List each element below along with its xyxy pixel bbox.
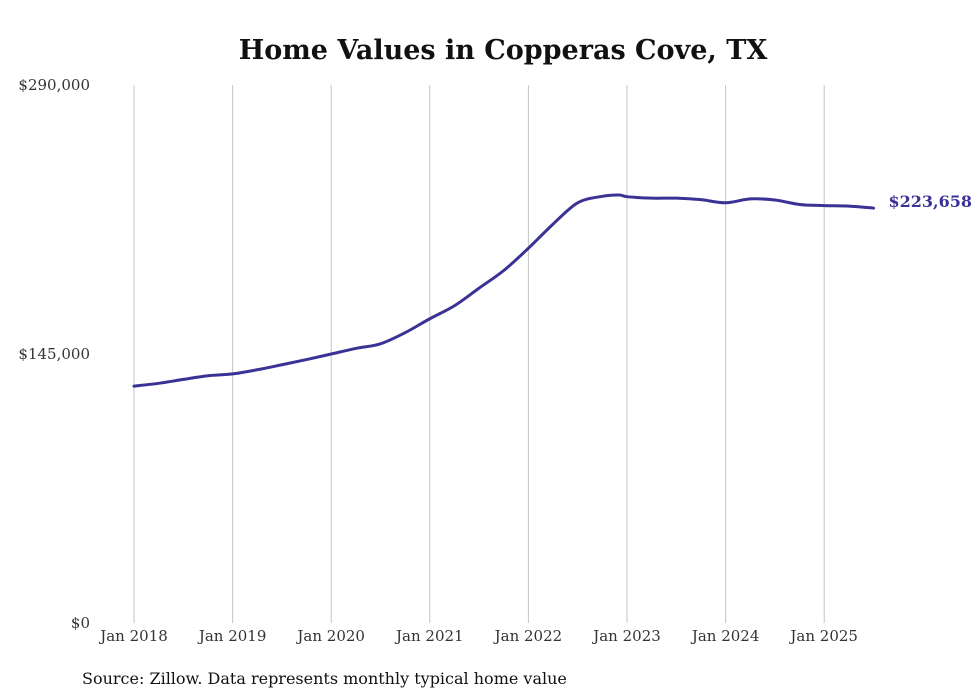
x-tick-label: Jan 2024	[690, 627, 760, 645]
end-value-label: $223,658	[889, 192, 973, 211]
x-tick-label: Jan 2018	[98, 627, 168, 645]
y-tick-label: $290,000	[18, 76, 90, 94]
series-line-home-value	[132, 193, 875, 388]
y-tick-label: $0	[71, 614, 90, 632]
x-tick-label: Jan 2022	[493, 627, 563, 645]
y-tick-label: $145,000	[18, 345, 90, 363]
source-note: Source: Zillow. Data represents monthly …	[82, 669, 567, 688]
x-axis: Jan 2018 Jan 2019 Jan 2020 Jan 2021 Jan 2022…	[98, 627, 858, 645]
x-tick-label: Jan 2019	[197, 627, 267, 645]
x-tick-label: Jan 2023	[591, 627, 661, 645]
chart-title: Home Values in Copperas Cove, TX	[239, 35, 768, 66]
x-tick-label: Jan 2025	[788, 627, 858, 645]
x-tick-label: Jan 2020	[295, 627, 365, 645]
y-axis: $0 $145,000 $290,000	[18, 76, 90, 632]
grid-lines	[133, 85, 825, 623]
x-tick-label: Jan 2021	[394, 627, 464, 645]
